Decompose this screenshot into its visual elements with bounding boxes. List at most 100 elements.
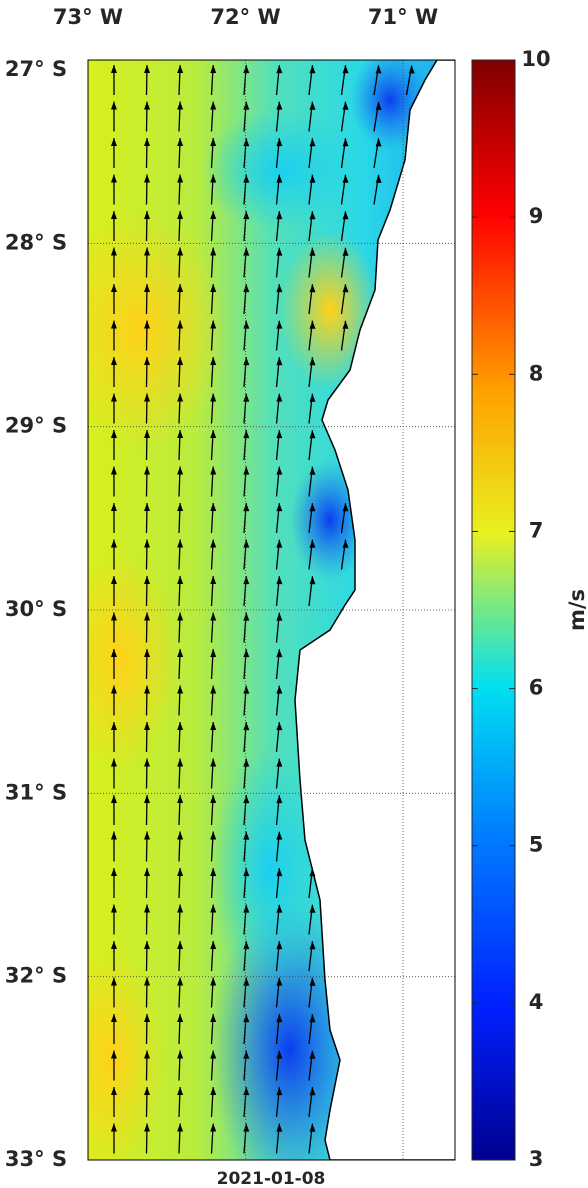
- wind-arrowhead: [210, 1087, 217, 1096]
- wind-arrowhead: [210, 320, 217, 329]
- wind-arrowhead: [309, 977, 316, 986]
- wind-arrowhead: [144, 1050, 151, 1059]
- wind-arrowhead: [177, 904, 184, 913]
- wind-arrowhead: [110, 1123, 117, 1132]
- wind-arrowhead: [210, 466, 217, 475]
- lat-label: 33° S: [5, 1147, 67, 1171]
- wind-arrowhead: [210, 576, 217, 585]
- wind-arrowhead: [110, 722, 117, 731]
- wind-arrowhead: [177, 393, 184, 402]
- wind-arrowhead: [177, 722, 184, 731]
- wind-arrowhead: [276, 904, 283, 913]
- wind-arrowhead: [177, 831, 184, 840]
- wind-arrowhead: [243, 758, 250, 767]
- wind-arrowhead: [276, 211, 283, 220]
- wind-arrowhead: [110, 211, 117, 220]
- wind-arrowhead: [309, 284, 316, 293]
- wind-arrowhead: [177, 466, 184, 475]
- wind-arrowhead: [309, 393, 316, 402]
- wind-arrowhead: [144, 503, 151, 512]
- wind-arrowhead: [276, 503, 283, 512]
- wind-arrowhead: [110, 174, 117, 183]
- wind-arrowhead: [309, 466, 316, 475]
- wind-arrowhead: [110, 831, 117, 840]
- wind-arrowhead: [210, 685, 217, 694]
- wind-arrowhead: [210, 211, 217, 220]
- wind-arrowhead: [177, 138, 184, 147]
- wind-arrowhead: [144, 211, 151, 220]
- wind-arrowhead: [177, 284, 184, 293]
- wind-arrowhead: [110, 1050, 117, 1059]
- wind-arrowhead: [243, 357, 250, 366]
- wind-arrowhead: [177, 320, 184, 329]
- wind-arrowhead: [243, 1050, 250, 1059]
- wind-arrowhead: [110, 1087, 117, 1095]
- wind-arrowhead: [210, 649, 217, 658]
- wind-arrowhead: [110, 941, 117, 950]
- wind-arrowhead: [210, 831, 217, 840]
- wind-arrowhead: [342, 503, 349, 512]
- wind-arrowhead: [276, 1087, 283, 1096]
- wind-arrowhead: [177, 868, 184, 877]
- wind-arrowhead: [177, 758, 184, 767]
- wind-arrowhead: [177, 795, 184, 804]
- wind-arrowhead: [243, 576, 250, 585]
- colorbar-tick-label: 7: [529, 518, 544, 542]
- wind-arrowhead: [110, 758, 117, 767]
- lat-label: 27° S: [5, 57, 67, 81]
- wind-arrowhead: [342, 65, 349, 74]
- wind-arrowhead: [177, 1050, 184, 1059]
- wind-arrowhead: [110, 977, 117, 986]
- wind-arrowhead: [243, 211, 250, 220]
- wind-arrowhead: [144, 1123, 151, 1132]
- lat-label: 28° S: [5, 230, 67, 254]
- wind-arrowhead: [110, 138, 117, 147]
- wind-arrowhead: [110, 393, 117, 402]
- wind-arrowhead: [144, 101, 151, 110]
- wind-arrowhead: [309, 503, 316, 512]
- wind-arrowhead: [210, 1014, 217, 1023]
- wind-arrowhead: [309, 1087, 316, 1096]
- wind-arrowhead: [144, 393, 151, 402]
- wind-arrowhead: [342, 247, 349, 256]
- colorbar-tick-label: 9: [529, 204, 544, 228]
- grid: [88, 60, 455, 1160]
- wind-arrowhead: [110, 320, 117, 329]
- wind-arrowhead: [144, 1014, 151, 1023]
- wind-arrowhead: [309, 247, 316, 256]
- wind-arrowhead: [243, 722, 250, 731]
- wind-arrowhead: [375, 138, 382, 147]
- colorbar-tick-label: 3: [529, 1147, 544, 1171]
- lon-label: 71° W: [368, 5, 438, 29]
- wind-arrowhead: [177, 576, 184, 585]
- wind-arrowhead: [177, 101, 184, 110]
- wind-arrowhead: [342, 174, 349, 183]
- wind-arrowhead: [276, 284, 283, 293]
- wind-arrowhead: [110, 503, 117, 512]
- wind-arrowhead: [276, 977, 283, 986]
- colorbar-tick-label: 8: [529, 361, 544, 385]
- wind-arrowhead: [243, 941, 250, 950]
- wind-arrowhead: [243, 904, 250, 913]
- wind-arrowhead: [309, 211, 316, 220]
- wind-arrowhead: [210, 868, 217, 877]
- wind-arrowhead: [144, 466, 151, 475]
- wind-arrowhead: [276, 1050, 283, 1059]
- wind-arrowhead: [177, 977, 184, 986]
- wind-arrowhead: [342, 101, 349, 110]
- wind-arrowhead: [110, 466, 117, 475]
- wind-arrowhead: [210, 977, 217, 986]
- wind-arrowhead: [210, 174, 217, 183]
- wind-arrowhead: [309, 101, 316, 110]
- wind-arrowhead: [243, 101, 250, 110]
- wind-arrowhead: [210, 904, 217, 913]
- wind-arrowhead: [243, 466, 250, 475]
- wind-arrowhead: [110, 868, 117, 877]
- wind-arrowhead: [110, 247, 117, 256]
- wind-arrowhead: [243, 320, 250, 329]
- wind-arrowhead: [177, 357, 184, 366]
- wind-arrowhead: [276, 101, 283, 110]
- wind-arrowhead: [110, 430, 117, 439]
- wind-arrowhead: [144, 795, 151, 804]
- colorbar-tick-label: 10: [521, 47, 550, 71]
